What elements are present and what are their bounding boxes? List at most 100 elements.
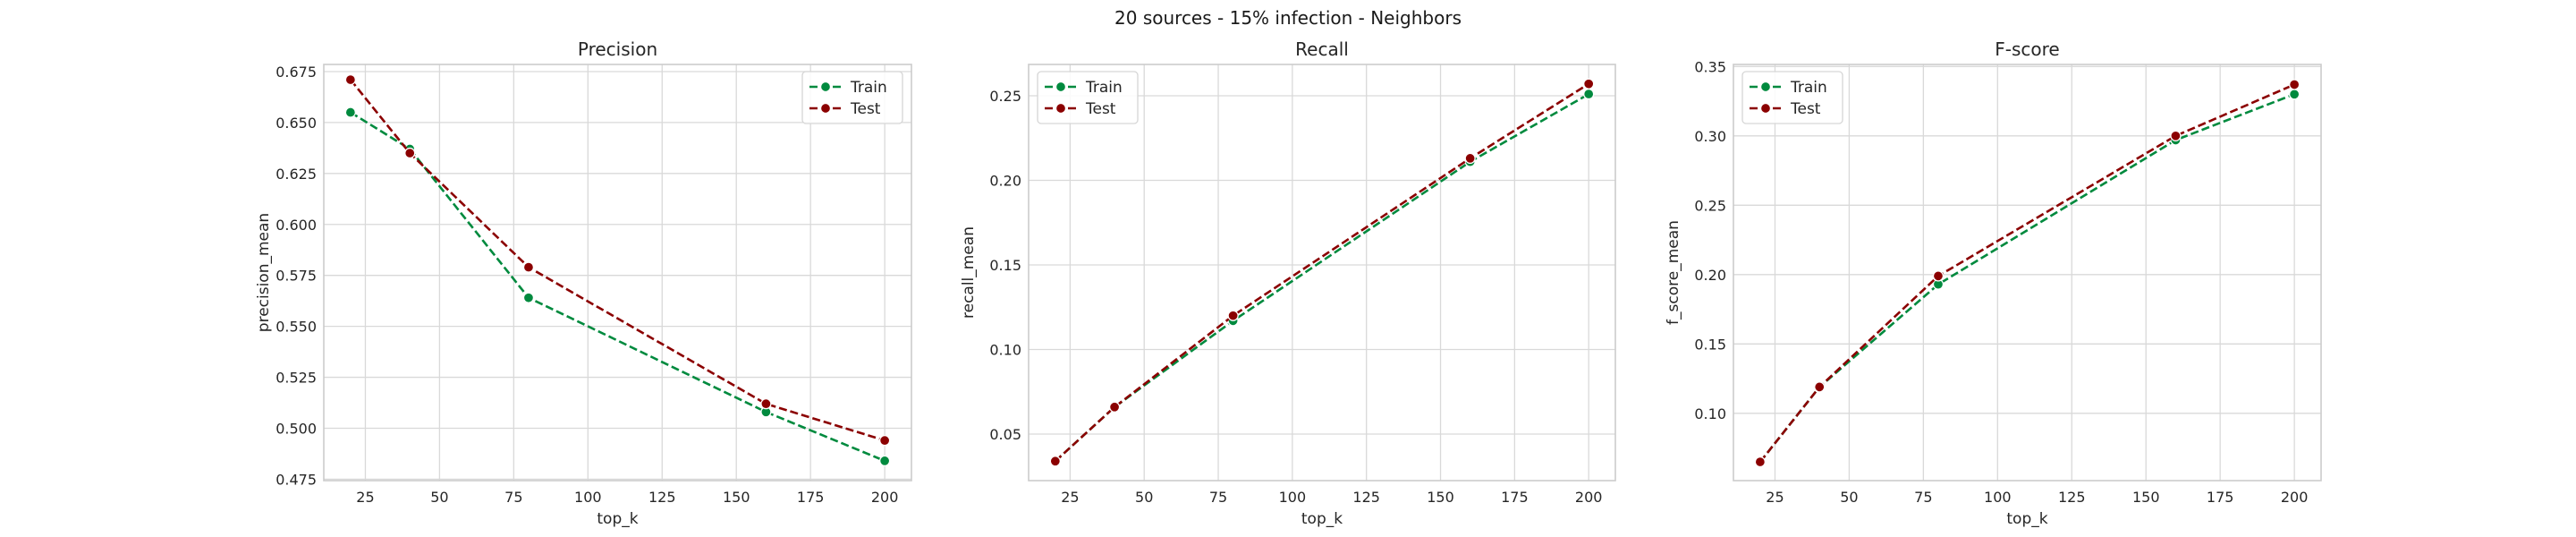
- x-tick-label: 75: [1209, 489, 1227, 506]
- figure-suptitle: 20 sources - 15% infection - Neighbors: [1114, 7, 1462, 29]
- train-data-point: [522, 292, 535, 303]
- x-tick-label: 125: [648, 489, 676, 506]
- test-data-point: [1464, 152, 1476, 165]
- test-data-point: [344, 73, 357, 86]
- train-legend-marker: [1055, 81, 1067, 93]
- test-data-point: [1932, 270, 1945, 282]
- y-tick-label: 0.525: [275, 370, 317, 387]
- chart-title: F-score: [1995, 38, 2059, 60]
- y-axis-label: f_score_mean: [1665, 220, 1682, 325]
- test-data-point: [1049, 456, 1061, 467]
- y-tick-label: 0.25: [989, 88, 1021, 105]
- x-axis-label: top_k: [2006, 510, 2047, 528]
- x-tick-label: 175: [1501, 489, 1529, 506]
- test-series-line: [349, 79, 886, 442]
- x-tick-label: 175: [2207, 489, 2234, 506]
- legend: Train Test: [1741, 71, 1843, 124]
- test-series-line: [1054, 82, 1589, 463]
- chart-panel-2: 25 50 75 100 125 150 175 200 0.05 0.10 0.15 0.20 0.2…: [960, 38, 1616, 528]
- test-legend-label: Test: [850, 100, 881, 118]
- x-tick-label: 50: [430, 489, 448, 506]
- x-tick-label: 200: [871, 489, 899, 506]
- x-axis-label: top_k: [597, 510, 638, 528]
- y-tick-label: 0.650: [275, 115, 317, 132]
- test-legend-marker: [1055, 102, 1067, 115]
- x-tick-label: 150: [723, 489, 750, 506]
- test-data-point: [2170, 130, 2182, 141]
- x-tick-label: 175: [797, 489, 825, 506]
- test-legend-label: Test: [1790, 100, 1821, 118]
- test-data-point: [1814, 381, 1826, 393]
- x-tick-label: 25: [356, 489, 374, 506]
- train-legend-marker: [1759, 81, 1772, 93]
- x-tick-label: 150: [1427, 489, 1454, 506]
- chart-title: Recall: [1295, 38, 1349, 60]
- train-series-line: [350, 111, 886, 463]
- legend: Train Test: [801, 71, 903, 124]
- y-tick-label: 0.30: [1694, 128, 1726, 145]
- test-legend-marker: [1759, 102, 1772, 115]
- test-series-line: [1758, 83, 2295, 463]
- x-tick-label: 50: [1135, 489, 1153, 506]
- y-tick-label: 0.475: [275, 471, 317, 488]
- test-data-point: [760, 398, 772, 410]
- x-tick-label: 100: [1279, 489, 1307, 506]
- y-tick-label: 0.575: [275, 268, 317, 285]
- train-series-line: [1054, 92, 1589, 463]
- train-data-point: [2288, 89, 2301, 100]
- test-data-point: [404, 147, 416, 159]
- test-data-point: [2288, 79, 2301, 90]
- x-tick-label: 125: [1352, 489, 1380, 506]
- x-tick-label: 75: [1914, 489, 1932, 506]
- test-legend-marker: [819, 102, 832, 115]
- y-tick-label: 0.20: [1694, 267, 1726, 284]
- train-data-point: [344, 107, 357, 118]
- x-tick-label: 100: [1984, 489, 2012, 506]
- axes-frame: [1028, 64, 1616, 482]
- train-legend-label: Train: [850, 79, 887, 97]
- train-data-point: [1583, 88, 1595, 100]
- y-tick-label: 0.35: [1694, 58, 1726, 75]
- x-tick-label: 150: [2132, 489, 2160, 506]
- test-data-point: [1754, 456, 1767, 468]
- x-tick-label: 25: [1766, 489, 1784, 506]
- y-tick-label: 0.625: [275, 166, 317, 183]
- x-tick-label: 75: [504, 489, 522, 506]
- train-data-point: [878, 455, 891, 467]
- y-tick-label: 0.500: [275, 420, 317, 437]
- x-tick-label: 100: [574, 489, 602, 506]
- train-legend-marker: [819, 81, 832, 93]
- x-tick-label: 200: [1575, 489, 1603, 506]
- train-series-line: [1758, 93, 2295, 463]
- y-tick-label: 0.550: [275, 319, 317, 336]
- x-tick-label: 125: [2058, 489, 2086, 506]
- y-axis-label: recall_mean: [960, 226, 978, 319]
- y-tick-label: 0.15: [989, 257, 1021, 274]
- axes-frame: [323, 64, 912, 482]
- y-tick-label: 0.05: [989, 426, 1021, 443]
- train-legend-label: Train: [1085, 79, 1123, 97]
- y-tick-label: 0.600: [275, 217, 317, 234]
- train-legend-label: Train: [1790, 79, 1827, 97]
- y-axis-label: precision_mean: [255, 213, 273, 332]
- y-tick-label: 0.675: [275, 64, 317, 81]
- y-tick-label: 0.10: [989, 342, 1021, 359]
- chart-title: Precision: [578, 38, 657, 60]
- test-data-point: [1227, 310, 1239, 321]
- y-tick-label: 0.25: [1694, 197, 1726, 214]
- chart-panel-3: 25 50 75 100 125 150 175 200 0.10 0.15 0.20 0.25 0.3…: [1665, 38, 2322, 528]
- chart-panel-1: 25 50 75 100 125 150 175 200 0.475 0.500 0.525 0.55…: [255, 38, 912, 528]
- x-tick-label: 200: [2281, 489, 2309, 506]
- y-tick-label: 0.10: [1694, 405, 1726, 422]
- test-data-point: [1583, 78, 1595, 90]
- legend: Train Test: [1037, 71, 1139, 124]
- test-data-point: [878, 434, 891, 447]
- test-data-point: [522, 261, 535, 273]
- test-data-point: [1108, 401, 1121, 413]
- test-legend-label: Test: [1085, 100, 1116, 118]
- y-tick-label: 0.15: [1694, 336, 1726, 353]
- x-tick-label: 50: [1840, 489, 1858, 506]
- y-tick-label: 0.20: [989, 172, 1021, 189]
- axes-frame: [1733, 64, 2322, 482]
